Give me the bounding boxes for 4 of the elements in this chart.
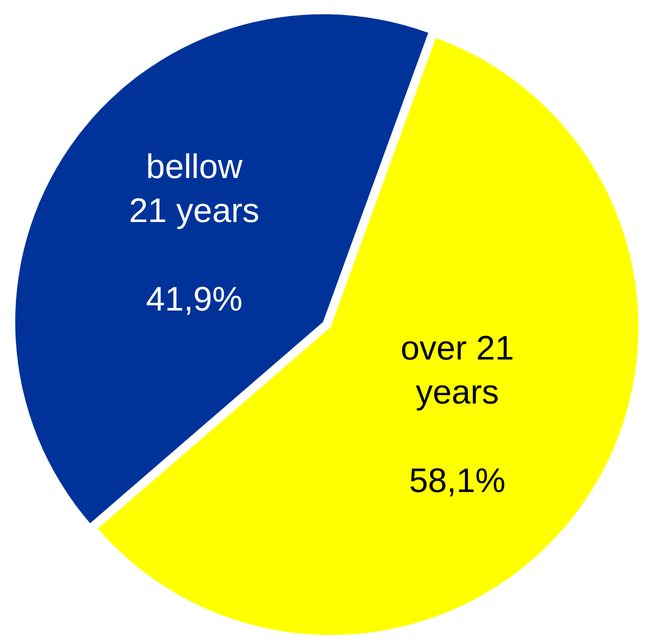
data-label: 58,1% — [409, 462, 506, 500]
slice-label: bellow 21 years — [129, 148, 260, 230]
slice-label: over 21 years — [400, 329, 514, 412]
data-label: 41,9% — [146, 280, 242, 319]
